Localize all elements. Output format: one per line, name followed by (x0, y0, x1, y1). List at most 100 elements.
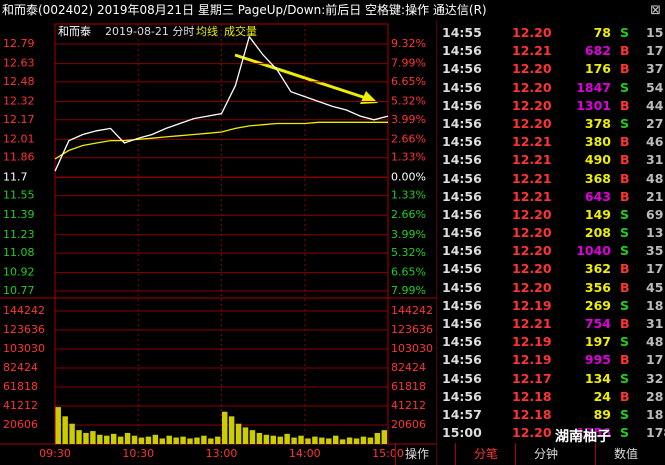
volume-bar (173, 437, 179, 444)
trade-side: S (620, 225, 630, 241)
trade-count: 13 (646, 225, 664, 241)
volume-bar (353, 438, 360, 444)
tab[interactable]: 分钟 (515, 443, 576, 465)
volume-bar (319, 437, 325, 444)
vol-tick-label: 82424 (391, 361, 426, 374)
price-tick-label: 12.32 (3, 94, 35, 107)
trade-volume: 1040 (576, 243, 611, 259)
trade-price: 12.20 (512, 115, 552, 131)
chart: 和而泰 2019-08-21 分时 均线 成交量 12.79 9.32% 12.63… (0, 20, 437, 465)
trade-price: 12.20 (512, 25, 552, 40)
trade-count: 178 (646, 425, 665, 441)
vol-label: 成交量 (224, 24, 257, 38)
pct-tick-label: 3.99% (391, 113, 426, 126)
trade-count: 31 (646, 316, 664, 331)
trade-price: 12.21 (512, 316, 552, 331)
trade-count: 27 (646, 115, 664, 131)
watermark: 湖南柚子 (555, 429, 611, 445)
price-tick-label: 11.86 (3, 151, 35, 164)
volume-bar (249, 430, 256, 444)
volume-bar (305, 438, 311, 444)
trade-side: B (620, 97, 630, 113)
trade-count: 31 (646, 152, 664, 168)
tab[interactable]: 数值 (595, 443, 656, 465)
stock-name: 和而泰 (58, 24, 91, 38)
trade-time: 14:56 (442, 261, 482, 277)
trade-volume: 149 (584, 206, 611, 222)
pct-tick-label: 5.32% (391, 94, 426, 107)
pct-tick-label: 2.66% (391, 208, 426, 221)
trade-count: 15 (646, 25, 664, 40)
trade-price: 12.20 (512, 61, 552, 77)
trade-volume: 134 (584, 370, 611, 386)
volume-bar (131, 435, 138, 444)
volume-bar (201, 435, 207, 444)
avg-line (54, 121, 388, 160)
pct-tick-label: 0.00% (391, 170, 426, 183)
trade-price: 12.21 (512, 43, 552, 59)
trade-volume: 89 (593, 406, 611, 422)
volume-bar (228, 416, 235, 444)
trade-volume: 1356 (576, 425, 611, 441)
trade-price: 12.20 (512, 261, 552, 277)
trade-side: B (620, 43, 630, 59)
trade-row: 14:56 12.21 380 B 46 (440, 133, 665, 151)
trade-volume: 24 (593, 388, 611, 404)
trade-side: S (620, 425, 630, 441)
trade-time: 14:56 (442, 334, 482, 350)
volume-bar (180, 436, 186, 444)
volume-bar (360, 436, 367, 444)
volume-bar (346, 437, 353, 444)
trade-row: 14:56 12.21 682 B 17 (440, 42, 665, 60)
trade-volume: 176 (584, 61, 611, 77)
volume-bar (62, 416, 68, 444)
trade-count: 48 (646, 170, 664, 186)
trade-row: 14:56 12.21 490 B 31 (440, 151, 665, 169)
tab[interactable]: 操作 (395, 443, 438, 465)
volume-bar (235, 423, 242, 444)
pct-tick-label: 9.32% (391, 37, 426, 50)
arrow (234, 53, 373, 102)
trade-time: 14:56 (442, 61, 482, 77)
trade-count: 21 (646, 188, 664, 204)
trade-count: 48 (646, 334, 664, 350)
trade-row: 14:56 12.20 362 B 17 (440, 260, 665, 278)
trade-price: 12.20 (512, 279, 552, 295)
tab[interactable]: 分笔 (455, 443, 516, 465)
volume-bar (374, 432, 381, 444)
trade-price: 12.19 (512, 352, 552, 368)
trade-volume: 356 (584, 279, 611, 295)
trade-side: B (620, 134, 630, 150)
volume-bar (277, 436, 283, 444)
trade-volume: 208 (584, 225, 611, 241)
price-tick-label: 12.48 (3, 75, 35, 88)
trade-price: 12.20 (512, 97, 552, 113)
volume-bar (111, 433, 117, 444)
trade-time: 14:55 (442, 25, 482, 40)
price-line (54, 35, 389, 172)
volume-bar (298, 435, 304, 444)
trade-time: 14:57 (442, 406, 482, 422)
volume-bar (381, 430, 387, 444)
volume-bar (242, 427, 249, 444)
close-button[interactable]: ⊠ (650, 3, 661, 18)
volume-bar (138, 437, 145, 444)
trade-time: 14:56 (442, 388, 482, 404)
trade-side: B (620, 261, 630, 277)
trade-row: 14:55 12.20 78 S 15 (440, 24, 665, 42)
trade-count: 28 (646, 388, 664, 404)
pct-tick-label: 5.32% (391, 246, 426, 259)
trade-row: 14:56 12.20 378 S 27 (440, 115, 665, 133)
trade-volume: 78 (593, 25, 611, 40)
vol-tick-label: 61818 (3, 380, 38, 393)
vol-tick-label: 61818 (391, 380, 426, 393)
trade-volume: 490 (584, 152, 611, 168)
trade-time: 14:56 (442, 43, 482, 59)
trade-time: 14:56 (442, 97, 482, 113)
avg-label: 均线 (196, 24, 218, 38)
trade-count: 54 (646, 79, 664, 95)
volume-bar (326, 438, 332, 444)
trade-time: 14:56 (442, 225, 482, 241)
price-tick-label: 11.39 (3, 208, 35, 221)
volume-bar (284, 433, 290, 444)
